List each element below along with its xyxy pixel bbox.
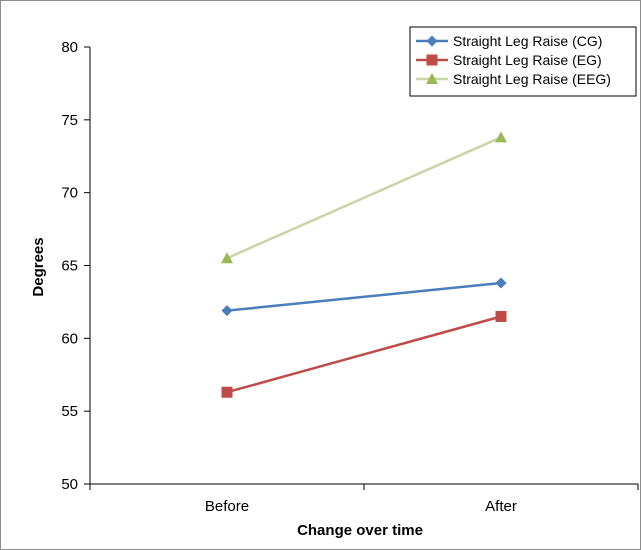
data-point	[495, 131, 507, 143]
y-tick-label: 60	[61, 330, 78, 347]
y-tick-label: 50	[61, 476, 78, 493]
series-group	[221, 131, 507, 398]
data-point	[221, 305, 233, 317]
data-point	[221, 252, 233, 264]
y-axis-title: Degrees	[30, 237, 47, 296]
x-axis-title: Change over time	[297, 522, 423, 539]
legend-entry: Straight Leg Raise (EEG)	[416, 71, 611, 87]
legend-entry: Straight Leg Raise (CG)	[416, 33, 602, 49]
x-tick-label: Before	[205, 498, 249, 515]
x-tick-label: After	[485, 498, 517, 515]
legend: Straight Leg Raise (CG) Straight Leg Rais…	[409, 26, 637, 97]
x-ticks: Before After	[89, 484, 639, 515]
y-tick-label: 65	[61, 258, 78, 275]
legend-swatch-marker	[426, 35, 438, 47]
series-3	[221, 131, 507, 264]
y-ticks: 50 55 60 65 70 75 80	[61, 39, 90, 493]
series-line	[226, 136, 502, 260]
data-point	[495, 277, 507, 289]
legend-label: Straight Leg Raise (EEG)	[453, 71, 611, 87]
y-tick-label: 55	[61, 403, 78, 420]
legend-label: Straight Leg Raise (EG)	[453, 52, 602, 68]
axes	[89, 47, 638, 485]
series-line	[226, 281, 502, 312]
legend-entry: Straight Leg Raise (EG)	[416, 52, 602, 68]
legend-swatch-marker	[426, 73, 438, 84]
legend-box	[409, 26, 637, 97]
y-tick-label: 80	[61, 39, 78, 56]
data-point	[495, 310, 507, 322]
series-1	[221, 277, 507, 317]
data-point	[221, 386, 233, 398]
y-tick-label: 75	[61, 112, 78, 129]
series-line	[226, 315, 502, 394]
legend-label: Straight Leg Raise (CG)	[453, 33, 602, 49]
y-tick-label: 70	[61, 185, 78, 202]
series-2	[221, 310, 507, 398]
legend-swatch-marker	[426, 54, 438, 66]
